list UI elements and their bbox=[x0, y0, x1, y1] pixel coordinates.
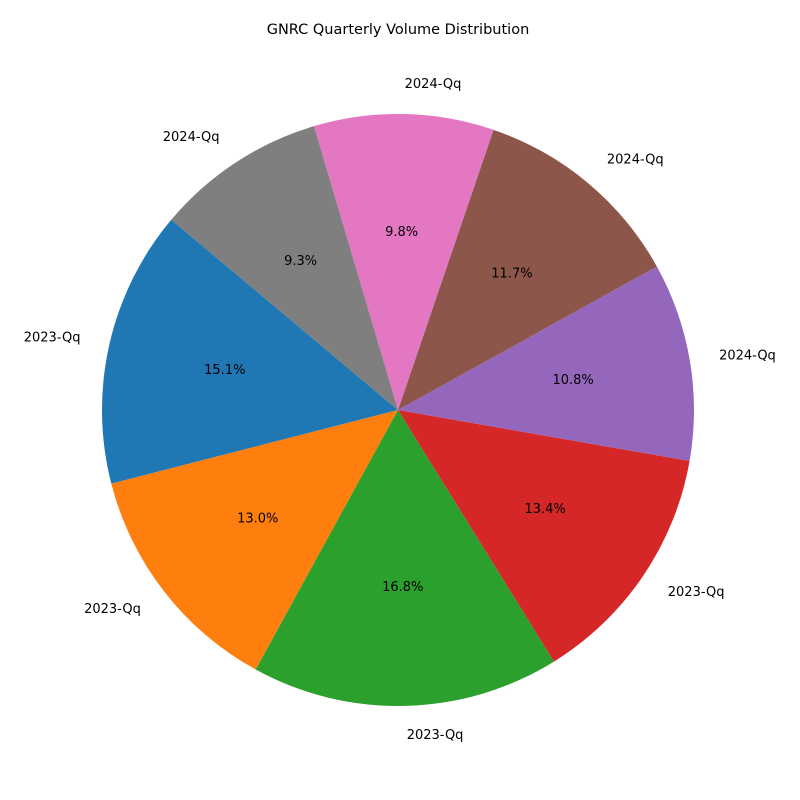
pie-slice bbox=[398, 129, 657, 410]
chart-title: GNRC Quarterly Volume Distribution bbox=[267, 22, 530, 38]
slice-label: 2024-Qq bbox=[719, 348, 776, 363]
slice-percent-label: 11.7% bbox=[491, 266, 532, 281]
slice-label: 2023-Qq bbox=[84, 602, 141, 617]
slice-label: 2024-Qq bbox=[607, 153, 664, 168]
slice-percent-label: 9.8% bbox=[385, 225, 418, 240]
slice-label: 2024-Qq bbox=[163, 130, 220, 145]
slice-percent-label: 13.0% bbox=[237, 511, 278, 526]
pie-slice bbox=[111, 410, 399, 670]
pie-slices bbox=[101, 114, 695, 706]
slice-label: 2023-Qq bbox=[407, 728, 464, 743]
slice-label: 2023-Qq bbox=[24, 330, 81, 345]
pie-slice bbox=[101, 219, 398, 484]
pie-slice bbox=[398, 266, 695, 461]
slice-percent-label: 16.8% bbox=[382, 580, 423, 595]
slice-percent-label: 9.3% bbox=[284, 254, 317, 269]
slice-percent-label: 15.1% bbox=[204, 363, 245, 378]
slice-percent-label: 10.8% bbox=[552, 373, 593, 388]
pie-labels: 2023-Qq 15.1% 2023-Qq 13.0% 2023-Qq 16.8% 2023… bbox=[24, 77, 776, 743]
slice-label: 2023-Qq bbox=[668, 585, 725, 600]
pie-slice bbox=[398, 410, 690, 662]
slice-label: 2024-Qq bbox=[405, 77, 462, 92]
pie-slice bbox=[255, 410, 554, 706]
slice-percent-label: 13.4% bbox=[524, 502, 565, 517]
pie-slice bbox=[171, 126, 398, 410]
pie-slice bbox=[313, 114, 494, 411]
